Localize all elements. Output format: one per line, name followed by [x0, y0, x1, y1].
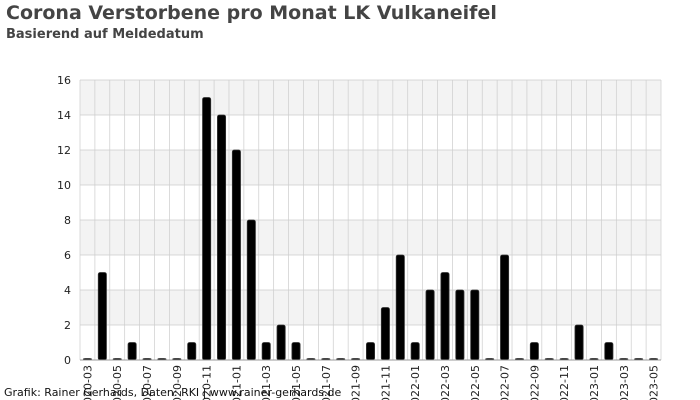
- x-tick-label: 2020-11: [201, 365, 214, 400]
- x-axis-ticks: 2020-03 2020-05 2020-07 2020-09 2020-11 2021-…: [81, 365, 660, 400]
- bar: [217, 114, 227, 361]
- y-tick-label: 8: [64, 214, 71, 227]
- bar: [127, 342, 137, 361]
- y-tick-label: 0: [64, 354, 71, 367]
- bar: [246, 219, 256, 361]
- x-tick-label: 2022-01: [409, 365, 422, 400]
- horizontal-gridlines: [80, 79, 661, 361]
- y-tick-label: 14: [57, 109, 71, 122]
- grid-band: [80, 150, 661, 185]
- background-bands: [80, 80, 661, 325]
- x-tick-label: 2020-03: [81, 365, 94, 400]
- bar: [187, 342, 197, 361]
- chart-title: Corona Verstorbene pro Monat LK Vulkanei…: [6, 2, 497, 24]
- grid-band: [80, 80, 661, 115]
- x-tick-label: 2023-01: [588, 365, 601, 400]
- bar: [529, 342, 539, 361]
- grid-band: [80, 290, 661, 325]
- x-tick-label: 2022-07: [499, 365, 512, 400]
- bar: [440, 272, 450, 361]
- x-tick-label: 2023-03: [618, 365, 631, 400]
- x-tick-label: 2023-05: [648, 365, 661, 400]
- x-tick-label: 2022-11: [558, 365, 571, 400]
- y-tick-label: 4: [64, 284, 71, 297]
- bar: [97, 272, 107, 361]
- bar: [291, 342, 301, 361]
- x-tick-label: 2022-09: [528, 365, 541, 400]
- bar: [276, 324, 286, 361]
- bar: [231, 149, 241, 361]
- bar: [500, 254, 510, 361]
- bar: [425, 289, 435, 361]
- bar: [395, 254, 405, 361]
- x-tick-label: 2021-09: [350, 365, 363, 400]
- bar: [380, 307, 390, 361]
- y-tick-label: 2: [64, 319, 71, 332]
- bar: [261, 342, 271, 361]
- x-tick-label: 2021-01: [230, 365, 243, 400]
- grid-band: [80, 220, 661, 255]
- x-tick-label: 2020-07: [141, 365, 154, 400]
- y-tick-label: 6: [64, 249, 71, 262]
- bar: [202, 97, 212, 361]
- y-tick-label: 16: [57, 74, 71, 87]
- x-tick-label: 2021-03: [260, 365, 273, 400]
- chart-subtitle: Basierend auf Meldedatum: [6, 27, 204, 42]
- x-tick-label: 2020-05: [111, 365, 124, 400]
- bar: [366, 342, 375, 361]
- y-tick-label: 12: [57, 144, 71, 157]
- bar: [604, 342, 614, 361]
- bar: [410, 342, 420, 361]
- bar: [455, 289, 465, 361]
- x-tick-label: 2022-05: [469, 365, 482, 400]
- x-tick-label: 2022-03: [439, 365, 452, 400]
- y-axis-ticks: 0 2 4 6 8 10 12 14 16: [57, 74, 71, 367]
- x-tick-label: 2021-05: [290, 365, 303, 400]
- footer-credit: Grafik: Rainer Gerhards, Daten: RKI | ww…: [4, 386, 342, 399]
- x-tick-label: 2021-11: [379, 365, 392, 400]
- bars: [82, 97, 659, 361]
- y-tick-label: 10: [57, 179, 71, 192]
- x-tick-label: 2020-09: [171, 365, 184, 400]
- bar: [574, 324, 584, 361]
- bar: [470, 289, 480, 361]
- x-tick-label: 2021-07: [320, 365, 333, 400]
